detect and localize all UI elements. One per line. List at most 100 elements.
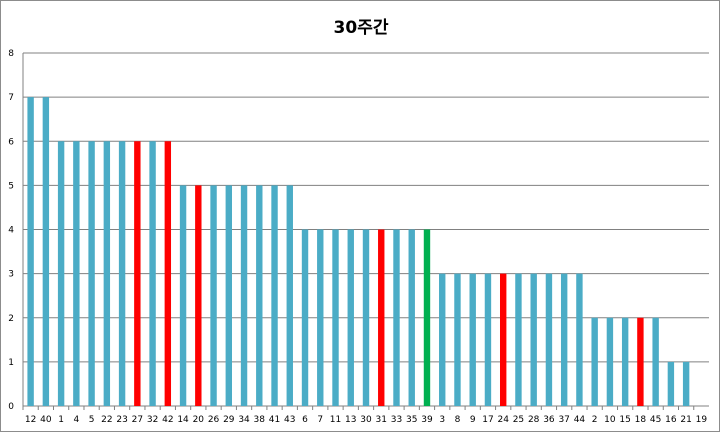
bar xyxy=(439,273,446,406)
x-tick-label: 31 xyxy=(376,415,387,425)
bar xyxy=(667,361,675,406)
x-tick-label: 3 xyxy=(439,415,445,425)
x-tick-label: 28 xyxy=(528,415,540,425)
x-tick-label: 15 xyxy=(619,415,630,425)
bar xyxy=(454,273,461,406)
x-tick-label: 16 xyxy=(665,415,677,425)
x-tick-label: 45 xyxy=(650,415,661,425)
bar xyxy=(27,97,34,406)
bar xyxy=(515,273,522,406)
x-tick-label: 25 xyxy=(513,415,524,425)
y-tick-label: 7 xyxy=(8,93,14,103)
bar xyxy=(332,229,339,406)
bar xyxy=(530,273,537,406)
x-tick-label: 27 xyxy=(132,415,143,425)
bar xyxy=(637,317,644,406)
bar xyxy=(286,185,293,406)
y-tick-label: 0 xyxy=(8,402,14,412)
y-tick-label: 2 xyxy=(8,314,14,324)
x-tick-label: 36 xyxy=(543,415,555,425)
bar xyxy=(576,273,583,406)
x-tick-label: 34 xyxy=(238,415,250,425)
x-tick-label: 5 xyxy=(89,415,95,425)
bar xyxy=(621,317,629,406)
bar xyxy=(317,229,324,406)
x-tick-label: 22 xyxy=(101,415,112,425)
x-tick-label: 23 xyxy=(116,415,127,425)
x-tick-label: 37 xyxy=(558,415,569,425)
y-tick-label: 1 xyxy=(8,358,14,368)
bar xyxy=(240,185,248,406)
bar xyxy=(362,229,370,406)
bar xyxy=(347,229,354,406)
x-tick-label: 12 xyxy=(25,415,36,425)
bar xyxy=(88,141,95,406)
x-tick-label: 10 xyxy=(604,415,616,425)
x-tick-label: 11 xyxy=(330,415,341,425)
bar xyxy=(484,273,492,406)
bar xyxy=(271,185,278,406)
bars xyxy=(27,97,690,406)
x-tick-label: 29 xyxy=(223,415,235,425)
x-tick-label: 38 xyxy=(254,415,266,425)
x-tick-label: 17 xyxy=(482,415,493,425)
y-axis-ticks: 0 1 2 3 4 5 6 7 8 xyxy=(8,49,14,412)
x-tick-label: 26 xyxy=(208,415,220,425)
bar xyxy=(149,141,156,406)
bar xyxy=(118,141,126,406)
bar xyxy=(378,229,385,406)
bar xyxy=(469,273,476,406)
x-tick-label: 42 xyxy=(162,415,173,425)
x-tick-label: 7 xyxy=(317,415,323,425)
x-tick-label: 19 xyxy=(696,415,708,425)
x-tick-label: 8 xyxy=(455,415,461,425)
x-tick-label: 30 xyxy=(360,415,372,425)
y-tick-label: 3 xyxy=(8,270,14,280)
bar xyxy=(499,273,507,406)
chart-title: 30주간 xyxy=(334,18,389,38)
x-tick-label: 1 xyxy=(58,415,64,425)
x-tick-label: 35 xyxy=(406,415,417,425)
x-axis-ticks: 12 40 1 4 5 22 23 27 3 2 4 2 1 4 20 26 29 34 38 41 43 6 7 11 13 3… xyxy=(22,406,708,425)
x-tick-label: 43 xyxy=(284,415,295,425)
y-tick-label: 4 xyxy=(8,226,14,236)
x-tick-label: 39 xyxy=(421,415,433,425)
bar xyxy=(301,229,309,406)
bar xyxy=(57,141,65,406)
x-tick-label: 21 xyxy=(680,415,691,425)
bar xyxy=(42,97,50,406)
x-tick-label: 40 xyxy=(40,415,52,425)
y-tick-label: 5 xyxy=(8,181,14,191)
bar xyxy=(408,229,415,406)
bar xyxy=(179,185,187,406)
bar xyxy=(103,141,111,406)
x-tick-label: 41 xyxy=(269,415,280,425)
bar xyxy=(606,317,614,406)
x-tick-label: 4 xyxy=(73,415,79,425)
bar xyxy=(210,185,217,406)
x-tick-label: 18 xyxy=(635,415,647,425)
bar xyxy=(591,317,598,406)
bar xyxy=(682,361,690,406)
x-tick-label: 20 xyxy=(193,415,205,425)
bar xyxy=(545,273,553,406)
x-tick-label: 13 xyxy=(345,415,356,425)
bar xyxy=(164,141,172,406)
bar xyxy=(73,141,80,406)
bar xyxy=(134,141,141,406)
bar xyxy=(195,185,202,406)
bar xyxy=(652,317,659,406)
bar xyxy=(423,229,431,406)
x-tick-label: 6 xyxy=(302,415,308,425)
bar xyxy=(256,185,263,406)
y-tick-label: 6 xyxy=(8,137,14,147)
x-tick-label: 32 xyxy=(147,415,158,425)
x-tick-label: 9 xyxy=(470,415,476,425)
y-tick-label: 8 xyxy=(8,49,14,59)
bar xyxy=(225,185,233,406)
x-tick-label: 33 xyxy=(391,415,402,425)
bar xyxy=(393,229,400,406)
x-tick-label: 24 xyxy=(497,415,509,425)
